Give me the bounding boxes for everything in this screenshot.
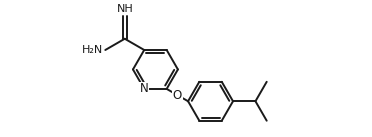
Text: H₂N: H₂N — [82, 45, 103, 55]
Text: N: N — [140, 82, 148, 95]
Text: O: O — [173, 89, 182, 102]
Text: NH: NH — [116, 4, 133, 14]
